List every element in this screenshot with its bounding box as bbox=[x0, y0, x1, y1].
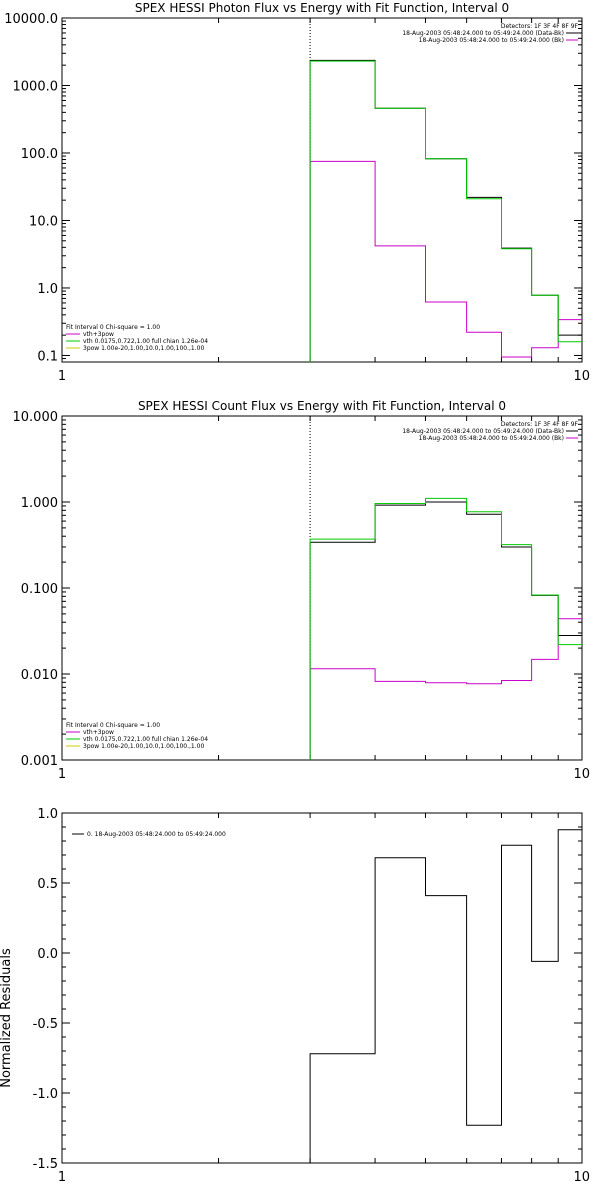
x-tick-label: 10 bbox=[573, 1170, 590, 1185]
fit-legend-line: vth+3pow bbox=[83, 729, 114, 736]
fit-legend-header: Fit Interval 0 Chi-square = 1.00 bbox=[66, 324, 160, 331]
y-tick-label: 1.000 bbox=[21, 496, 58, 511]
y-tick-label: 0.100 bbox=[21, 582, 58, 597]
y-axis-label: Normalized Residuals bbox=[0, 948, 14, 1088]
panel-2: 1.0 0.5 0.0 -0.5 -1.0 -1.51 10 Normalized Resid… bbox=[0, 807, 590, 1185]
y-tick-label: 1000.0 bbox=[13, 79, 59, 94]
detector-legend: Detectors: 1F 3F 4F 8F 9F bbox=[501, 421, 579, 428]
series-0-histogram bbox=[309, 59, 582, 362]
series-2-histogram bbox=[309, 497, 582, 760]
x-tick-label: 1 bbox=[58, 1170, 66, 1185]
y-tick-label: 1.0 bbox=[37, 282, 58, 297]
legend-entry: 18-Aug-2003 05:48:24.000 to 05:49:24.000… bbox=[419, 37, 564, 44]
legend-entry: 18-Aug-2003 05:48:24.000 to 05:49:24.000… bbox=[419, 435, 564, 442]
y-tick-label: 0.5 bbox=[37, 877, 58, 892]
series-1-histogram bbox=[309, 160, 582, 362]
y-tick-label: -1.5 bbox=[33, 1157, 58, 1172]
y-tick-label: -1.0 bbox=[33, 1087, 58, 1102]
y-tick-label: 1.0 bbox=[37, 807, 58, 822]
plot-frame bbox=[61, 415, 583, 761]
legend-entry: 18-Aug-2003 05:48:24.000 to 05:49:24.000… bbox=[402, 30, 564, 37]
plot-frame bbox=[61, 812, 583, 1164]
y-tick-label: 0.010 bbox=[21, 668, 58, 683]
chart-title: SPEX HESSI Count Flux vs Energy with Fit… bbox=[138, 399, 506, 413]
y-tick-label: 10000.0 bbox=[4, 12, 58, 27]
series-2-histogram bbox=[309, 60, 582, 362]
series-0-histogram bbox=[309, 501, 582, 760]
panel-1: SPEX HESSI Count Flux vs Energy with Fit… bbox=[13, 399, 591, 782]
series-1-histogram bbox=[309, 618, 582, 760]
legend-entry: 18-Aug-2003 05:48:24.000 to 05:49:24.000… bbox=[402, 428, 564, 435]
x-tick-label: 1 bbox=[58, 767, 66, 782]
panel-0: SPEX HESSI Photon Flux vs Energy with Fi… bbox=[4, 1, 590, 384]
series-0-histogram bbox=[309, 829, 582, 1163]
y-tick-label: -0.5 bbox=[33, 1017, 58, 1032]
fit-legend-line: vth+3pow bbox=[83, 331, 114, 338]
fit-legend-line: 3pow 1.00e-20,1.00,10.0,1.00,100.,1.00 bbox=[83, 345, 204, 352]
y-tick-label: 0.001 bbox=[21, 754, 58, 769]
fit-legend-line: vth 0.0175,0.722,1.00 full chian 1.26e-0… bbox=[83, 338, 208, 345]
plot-frame bbox=[61, 17, 583, 363]
y-tick-label: 0.1 bbox=[37, 349, 58, 364]
y-tick-label: 10.0 bbox=[29, 214, 58, 229]
x-tick-label: 10 bbox=[573, 767, 590, 782]
residual-legend-entry: 0. 18-Aug-2003 05:48:24.000 to 05:49:24.… bbox=[87, 831, 226, 838]
x-tick-label: 10 bbox=[573, 369, 590, 384]
fit-legend-line: vth 0.0175,0.722,1.00 full chian 1.26e-0… bbox=[83, 736, 208, 743]
y-tick-label: 0.0 bbox=[37, 947, 58, 962]
x-tick-label: 1 bbox=[58, 369, 66, 384]
y-tick-label: 100.0 bbox=[21, 147, 58, 162]
detector-legend: Detectors: 1F 3F 4F 8F 9F bbox=[501, 23, 579, 30]
fit-legend-line: 3pow 1.00e-20,1.00,10.0,1.00,100.,1.00 bbox=[83, 743, 204, 750]
fit-legend-header: Fit Interval 0 Chi-square = 1.00 bbox=[66, 722, 160, 729]
chart-title: SPEX HESSI Photon Flux vs Energy with Fi… bbox=[135, 1, 509, 15]
y-tick-label: 10.000 bbox=[13, 410, 59, 425]
